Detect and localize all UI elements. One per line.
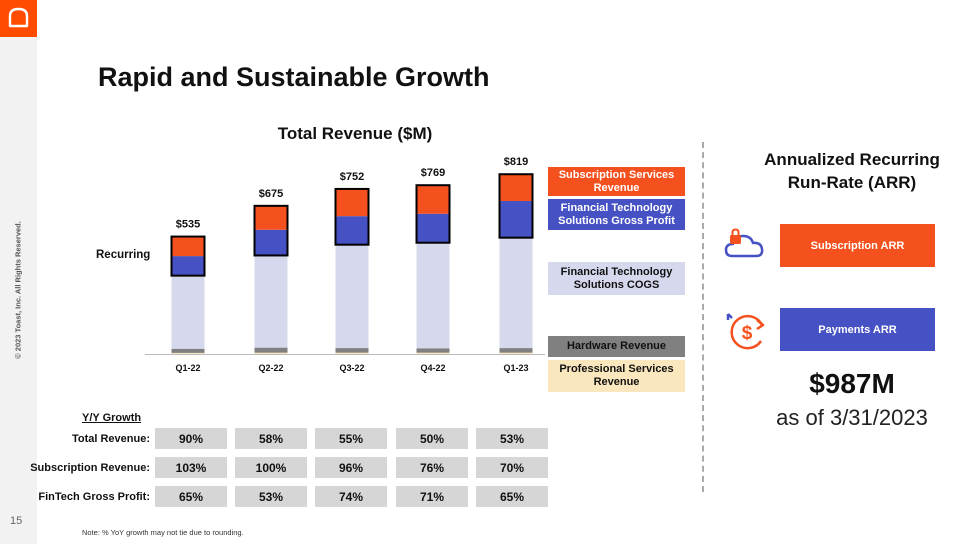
subscription-bar [499,174,533,202]
growth-cell: 55% [315,428,387,449]
sidebar [0,0,37,544]
growth-cell: 90% [155,428,227,449]
total-label: $769 [421,167,445,179]
arr-title: Annualized Recurring Run-Rate (ARR) [752,148,952,194]
toast-logo [0,0,37,37]
subscription-bar [171,236,205,257]
arr-title-line1: Annualized Recurring [764,150,940,169]
subscription-bar [335,188,369,217]
fintech-gp-bar [335,216,369,245]
arr-title-line2: Run-Rate (ARR) [787,173,917,192]
recurring-outline [170,235,206,277]
legend-label: Financial Technology Solutions Gross Pro… [558,201,675,227]
growth-title: Y/Y Growth [82,412,142,424]
section-divider [702,142,704,492]
growth-cell: 53% [476,428,548,449]
svg-text:$: $ [742,323,753,344]
cloud-lock-icon [724,226,770,267]
fintech-gp-bar [254,229,288,256]
legend-label: Hardware Revenue [566,340,667,352]
subscription-arr-badge: Subscription ARR [780,224,935,267]
fintech-cogs-bar [171,275,205,349]
growth-cell: 50% [396,428,468,449]
growth-row-label: Total Revenue: [71,433,150,445]
legend-fintech-gross-profit: Financial Technology Solutions Gross Pro… [548,199,685,230]
revenue-chart: $535 Q1-22 $675 Q2-22 $752 Q3-22 $769 Q4-22 $819… [96,156,545,373]
growth-cell: 53% [235,486,307,507]
recurring-outline [415,184,451,244]
growth-row-label: Subscription Revenue: [30,462,150,474]
growth-cell: 103% [155,457,227,478]
subscription-bar [254,205,288,230]
recurring-outline [253,204,289,257]
payments-arr-badge: Payments ARR [780,308,935,351]
hardware-bar [254,347,288,353]
total-label: $535 [176,219,200,231]
hardware-bar [335,348,369,353]
fintech-cogs-bar [499,237,533,349]
total-label: $819 [504,156,528,168]
legend-fintech-cogs: Financial Technology Solutions COGS [548,262,685,295]
professional-services-bar [335,352,369,354]
growth-cell: 76% [396,457,468,478]
dollar-cycle-icon: $ [724,310,772,359]
legend-hardware: Hardware Revenue [548,336,685,357]
fintech-gp-bar [499,201,533,238]
growth-cell: 58% [235,428,307,449]
growth-cell: 65% [476,486,548,507]
category-label: Q1-22 [175,363,200,373]
legend-label: Subscription Services Revenue [558,168,675,194]
growth-cell: 100% [235,457,307,478]
fintech-cogs-bar [254,255,288,348]
recurring-outline [334,187,370,246]
arr-as-of-date: as of 3/31/2023 [776,405,928,430]
hardware-bar [416,348,450,353]
chart-title: Total Revenue ($M) [277,124,433,143]
legend-subscription: Subscription Services Revenue [548,167,685,196]
legend-label: Professional Services Revenue [559,363,674,388]
arr-value: $987M [809,368,895,399]
subscription-bar [416,185,450,214]
total-label: $752 [340,171,364,183]
growth-cell: 70% [476,457,548,478]
growth-cell: 65% [155,486,227,507]
category-label: Q1-23 [503,363,528,373]
recurring-outline [498,173,534,239]
growth-cell: 74% [315,486,387,507]
legend-label: Financial Technology Solutions COGS [560,265,673,291]
hardware-bar [171,348,205,353]
legend-professional-services: Professional Services Revenue [548,360,685,392]
footnote: Note: % YoY growth may not tie due to ro… [82,528,244,537]
professional-services-bar [416,352,450,354]
professional-services-bar [171,352,205,354]
category-label: Q4-22 [420,363,445,373]
page-number: 15 [10,515,23,527]
professional-services-bar [499,352,533,354]
total-label: $675 [259,188,283,200]
fintech-gp-bar [171,256,205,276]
growth-cell: 96% [315,457,387,478]
fintech-cogs-bar [335,244,369,349]
hardware-bar [499,348,533,353]
growth-row-label: FinTech Gross Profit: [38,491,150,503]
toast-logo-icon [8,7,29,28]
category-label: Q2-22 [258,363,283,373]
fintech-cogs-bar [416,242,450,349]
professional-services-bar [254,352,288,354]
fintech-gp-bar [416,213,450,243]
category-label: Q3-22 [339,363,364,373]
growth-cell: 71% [396,486,468,507]
recurring-label: Recurring [96,249,150,261]
page-title: Rapid and Sustainable Growth [98,62,490,92]
